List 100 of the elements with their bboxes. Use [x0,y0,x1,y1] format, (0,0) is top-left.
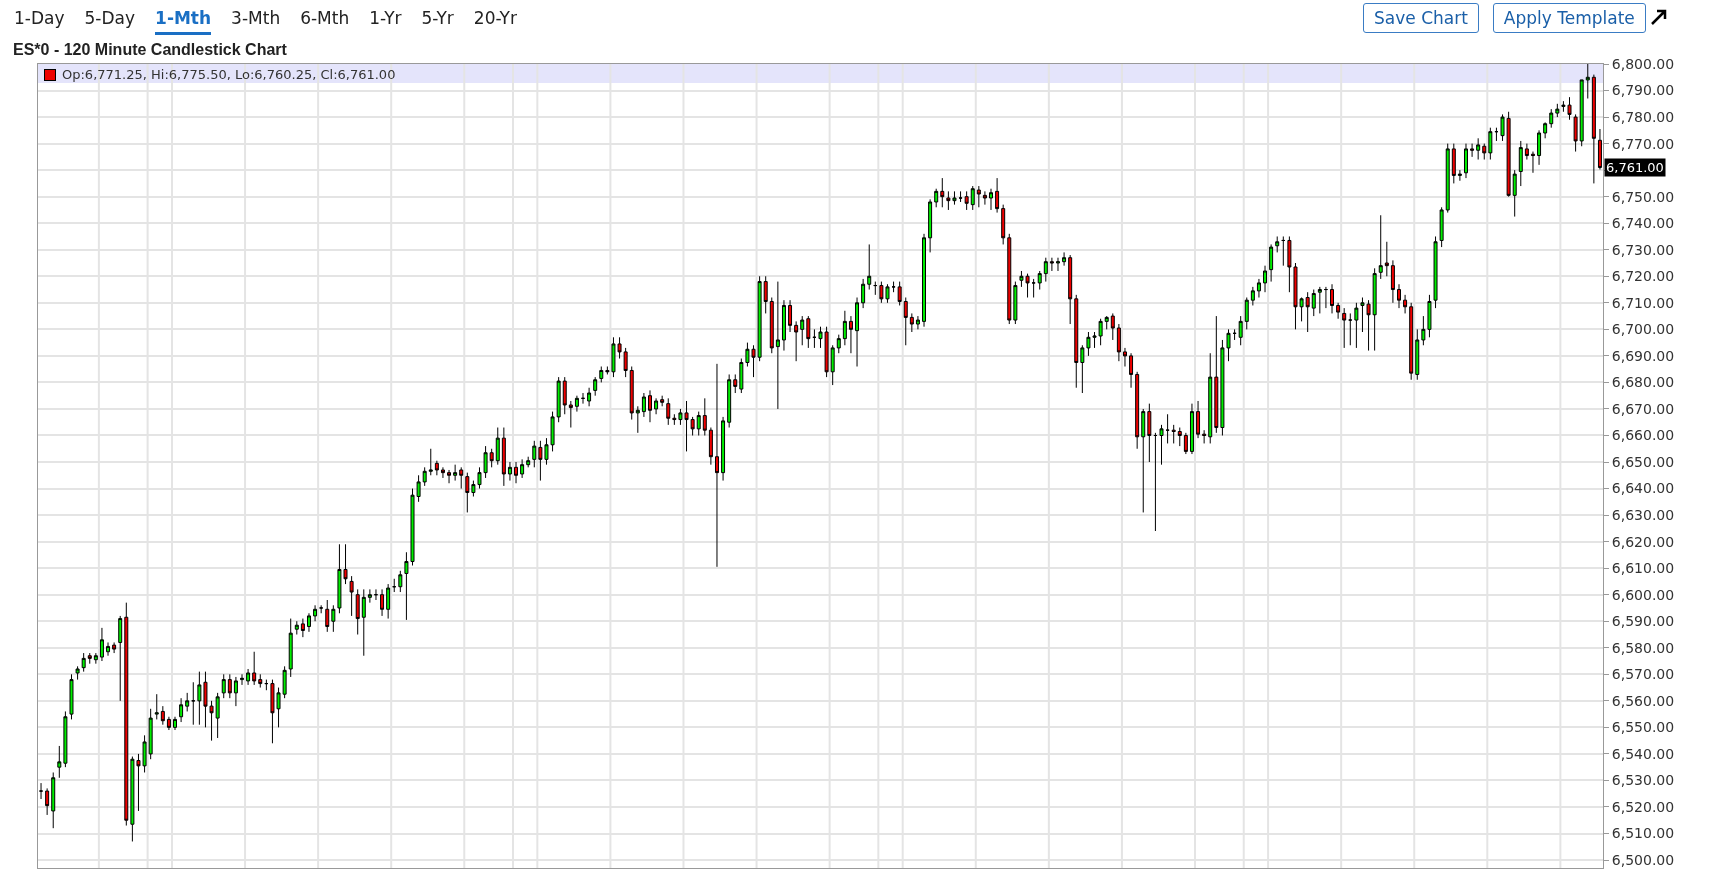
candlestick [970,185,975,211]
candlestick [331,604,336,633]
candlestick [361,588,366,657]
chart-title: ES*0 - 120 Minute Candlestick Chart [13,40,288,58]
candlestick [830,344,835,386]
candlestick [258,673,263,689]
candlestick [666,397,671,426]
candlestick [1311,289,1316,317]
candlestick [1116,323,1121,362]
candlestick [1579,79,1584,147]
candlestick [1470,143,1475,158]
candlestick [1378,214,1383,280]
candlestick [721,416,726,482]
candlestick [1129,352,1134,389]
candlestick [1384,241,1389,277]
candlestick [185,692,190,712]
candlestick [1062,251,1067,267]
candlestick [45,787,50,816]
candlestick [355,588,360,635]
candlestick [526,456,531,468]
candlestick [313,604,318,622]
y-tick-label: 6,520.00 [1611,798,1675,815]
annotation: Op:6,771.25, Hi:6,775.50, Lo:6,760.25, Cl:6,761.00 [62,67,396,82]
candlestick [294,620,299,635]
candlestick [727,373,732,429]
candlestick [708,427,713,466]
y-tick-label: 6,800.00 [1611,55,1675,72]
candlestick [1056,257,1060,272]
candlestick [1256,278,1261,298]
candlestick [99,627,104,662]
candlestick [154,693,159,720]
y-tick-label: 6,540.00 [1611,745,1675,762]
candlestick [69,673,74,720]
candlestick [1281,235,1286,267]
candlestick [806,315,811,349]
candlestick [1494,127,1499,142]
y-tick-label: 6,680.00 [1611,374,1675,391]
candlestick [1196,400,1201,439]
text: 3-Mth [231,7,281,30]
candlestick [1457,169,1462,182]
candlestick [1147,403,1152,463]
candlestick [495,427,500,466]
candlestick [696,411,701,436]
candlestick [1250,286,1255,306]
text: 1-Mth [155,6,212,35]
candlestick [1305,291,1310,333]
candlestick [300,618,305,638]
candlestick [1573,113,1578,153]
candlestick [654,397,659,415]
candlestick [51,771,56,829]
candlestick [1165,413,1170,444]
candlestick [1445,143,1450,214]
candlestick [1007,233,1012,325]
candlestick [1439,206,1444,248]
candlestick [1336,302,1341,320]
candlestick [1537,129,1542,166]
candlestick [763,275,768,314]
candlestick [897,281,902,306]
candlestick [958,190,963,203]
candlestick [1524,143,1529,161]
candlestick [781,299,786,352]
candlestick [599,366,604,383]
candlestick [702,397,707,436]
candlestick [57,745,62,779]
text: Save Chart [1363,3,1479,33]
y-tick-label: 6,770.00 [1611,135,1675,152]
candlestick [769,297,774,354]
candlestick [1390,259,1395,304]
candlestick [1080,344,1085,394]
candlestick [842,310,847,346]
candlestick [514,461,519,484]
y-tick-label: 6,550.00 [1611,719,1675,736]
y-tick-label: 6,620.00 [1611,533,1675,550]
y-tick-label: 6,600.00 [1611,586,1675,603]
candlestick [964,190,969,211]
candlestick [1001,204,1006,245]
candlestick [1403,294,1408,314]
candlestick [428,448,433,476]
y-tick-label: 6,590.00 [1611,613,1675,630]
candlestick [1068,254,1073,325]
y-tick-label: 6,740.00 [1611,215,1675,232]
candlestick [386,583,391,620]
candlestick [1074,294,1079,389]
candlestick [440,466,445,479]
candlestick [264,679,269,691]
candlestick [1433,235,1438,309]
text: 1-Yr [369,7,402,30]
candlestick [1043,257,1048,283]
y-tick-label: 6,790.00 [1611,82,1675,99]
y-tick-label: 6,710.00 [1611,294,1675,311]
candlestick [1013,281,1018,325]
candlestick [124,602,129,827]
candlestick [459,466,464,490]
y-tick-label: 6,570.00 [1611,666,1675,683]
candlestick [635,405,640,434]
candlestick [1530,151,1535,174]
candlestick [240,673,244,686]
candlestick [1463,143,1468,179]
candlestick [173,716,178,731]
candlestick [367,588,372,604]
